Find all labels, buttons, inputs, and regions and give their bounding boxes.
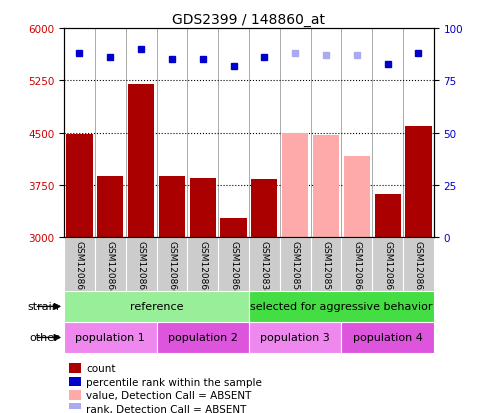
Bar xyxy=(251,180,278,237)
Text: GSM120838: GSM120838 xyxy=(260,240,269,295)
Bar xyxy=(64,237,95,291)
Bar xyxy=(157,322,249,353)
Bar xyxy=(69,390,81,400)
Text: GSM120862: GSM120862 xyxy=(414,240,423,295)
Bar xyxy=(249,237,280,291)
Bar xyxy=(95,237,126,291)
Bar xyxy=(249,322,341,353)
Text: strain: strain xyxy=(27,301,59,312)
Text: percentile rank within the sample: percentile rank within the sample xyxy=(86,377,262,387)
Bar xyxy=(372,237,403,291)
Text: GSM120860: GSM120860 xyxy=(352,240,361,295)
Bar xyxy=(220,218,246,237)
Bar xyxy=(403,237,434,291)
Text: population 4: population 4 xyxy=(352,332,423,343)
Bar xyxy=(64,291,249,322)
Text: GSM120858: GSM120858 xyxy=(291,240,300,295)
Bar xyxy=(405,127,431,237)
Text: GSM120865: GSM120865 xyxy=(137,240,145,295)
Text: population 1: population 1 xyxy=(75,332,145,343)
Bar xyxy=(157,237,187,291)
Text: population 2: population 2 xyxy=(168,332,238,343)
Text: GSM120863: GSM120863 xyxy=(75,240,84,295)
Text: GSM120864: GSM120864 xyxy=(106,240,115,295)
Text: GSM120867: GSM120867 xyxy=(198,240,207,295)
Bar xyxy=(126,237,157,291)
Bar xyxy=(218,237,249,291)
Bar xyxy=(128,85,154,237)
Bar xyxy=(64,322,157,353)
Bar xyxy=(69,363,81,373)
Title: GDS2399 / 148860_at: GDS2399 / 148860_at xyxy=(173,12,325,26)
Bar xyxy=(159,177,185,237)
Bar xyxy=(69,404,81,413)
Bar xyxy=(190,178,216,237)
Bar xyxy=(313,136,339,237)
Text: GSM120859: GSM120859 xyxy=(321,240,330,295)
Bar xyxy=(97,177,123,237)
Text: GSM120861: GSM120861 xyxy=(383,240,392,295)
Bar xyxy=(282,134,308,237)
Bar xyxy=(311,237,341,291)
Text: rank, Detection Call = ABSENT: rank, Detection Call = ABSENT xyxy=(86,404,246,413)
Text: value, Detection Call = ABSENT: value, Detection Call = ABSENT xyxy=(86,390,251,401)
Bar xyxy=(69,377,81,386)
Text: other: other xyxy=(30,332,59,343)
Text: GSM120868: GSM120868 xyxy=(229,240,238,295)
Bar xyxy=(341,237,372,291)
Text: GSM120866: GSM120866 xyxy=(168,240,176,295)
Bar xyxy=(67,135,93,237)
Bar xyxy=(375,195,401,237)
Bar xyxy=(344,156,370,237)
Bar xyxy=(187,237,218,291)
Bar xyxy=(249,291,434,322)
Text: count: count xyxy=(86,363,116,374)
Text: reference: reference xyxy=(130,301,183,312)
Bar xyxy=(280,237,311,291)
Text: population 3: population 3 xyxy=(260,332,330,343)
Text: selected for aggressive behavior: selected for aggressive behavior xyxy=(250,301,433,312)
Bar xyxy=(341,322,434,353)
